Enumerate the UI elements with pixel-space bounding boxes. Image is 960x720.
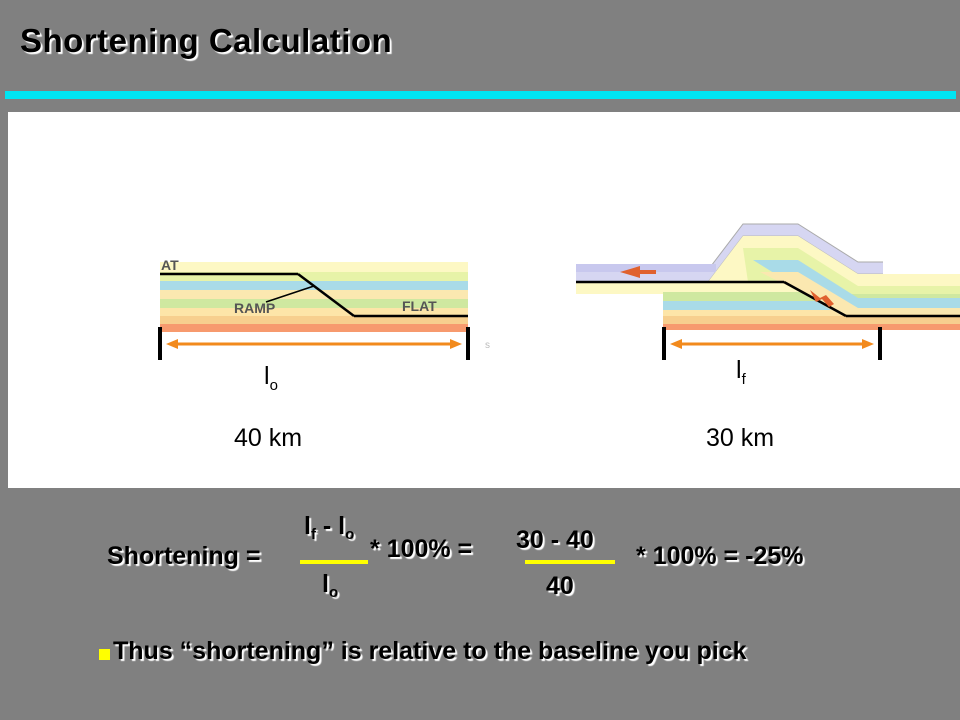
ramp-label: RAMP [234, 300, 275, 316]
arrowhead-right-after [862, 339, 874, 349]
layer-1 [160, 262, 468, 272]
flat-label: FLAT [402, 298, 437, 314]
fraction1-bar [300, 560, 368, 564]
layer-6 [160, 308, 468, 316]
fraction2-bar [525, 560, 615, 564]
arrowhead-left-after [670, 339, 682, 349]
layer-2 [160, 272, 468, 281]
fw-layer-5 [663, 316, 960, 324]
initial-length-label: lo [264, 362, 278, 394]
final-length-label: lf [736, 356, 746, 388]
fw-layer-4 [663, 310, 960, 316]
arrowhead-left [166, 339, 178, 349]
svg-text:s: s [485, 340, 490, 351]
bullet-text: Thus “shortening” is relative to the bas… [113, 637, 747, 665]
diagram-panel: AT RAMP FLAT s [8, 112, 960, 488]
fraction1-numerator: lf - lo [304, 512, 355, 543]
fw-layer-3 [663, 301, 960, 310]
slip-arrow-ramp [810, 290, 834, 307]
title-underline [5, 91, 956, 99]
fraction2-numerator: 30 - 40 [516, 526, 594, 554]
fw-layer-6 [663, 324, 960, 330]
fraction1-denominator: lo [322, 570, 339, 601]
layer-5 [160, 299, 468, 308]
fraction2-denominator: 40 [546, 572, 574, 600]
layer-4 [160, 290, 468, 299]
after-section [576, 223, 960, 360]
equation-result: * 100% = -25% [636, 542, 804, 570]
slide-title: Shortening Calculation [20, 22, 393, 59]
arrowhead-right [450, 339, 462, 349]
equation-lhs: Shortening = [107, 542, 261, 570]
equation-multiplier: * 100% = [370, 535, 473, 563]
layer-7 [160, 316, 468, 324]
upper-flat-label: AT [161, 257, 179, 273]
ramp-leader [265, 285, 315, 303]
bullet-icon [99, 649, 110, 660]
thrust-diagram: AT RAMP FLAT s [158, 223, 960, 360]
layer-8 [160, 324, 468, 332]
before-section: AT RAMP FLAT s [158, 252, 490, 360]
initial-length-value: 40 km [234, 424, 303, 452]
final-length-value: 30 km [706, 424, 775, 452]
slip-arrow-upper [620, 266, 656, 278]
fault-ramp [297, 273, 355, 317]
